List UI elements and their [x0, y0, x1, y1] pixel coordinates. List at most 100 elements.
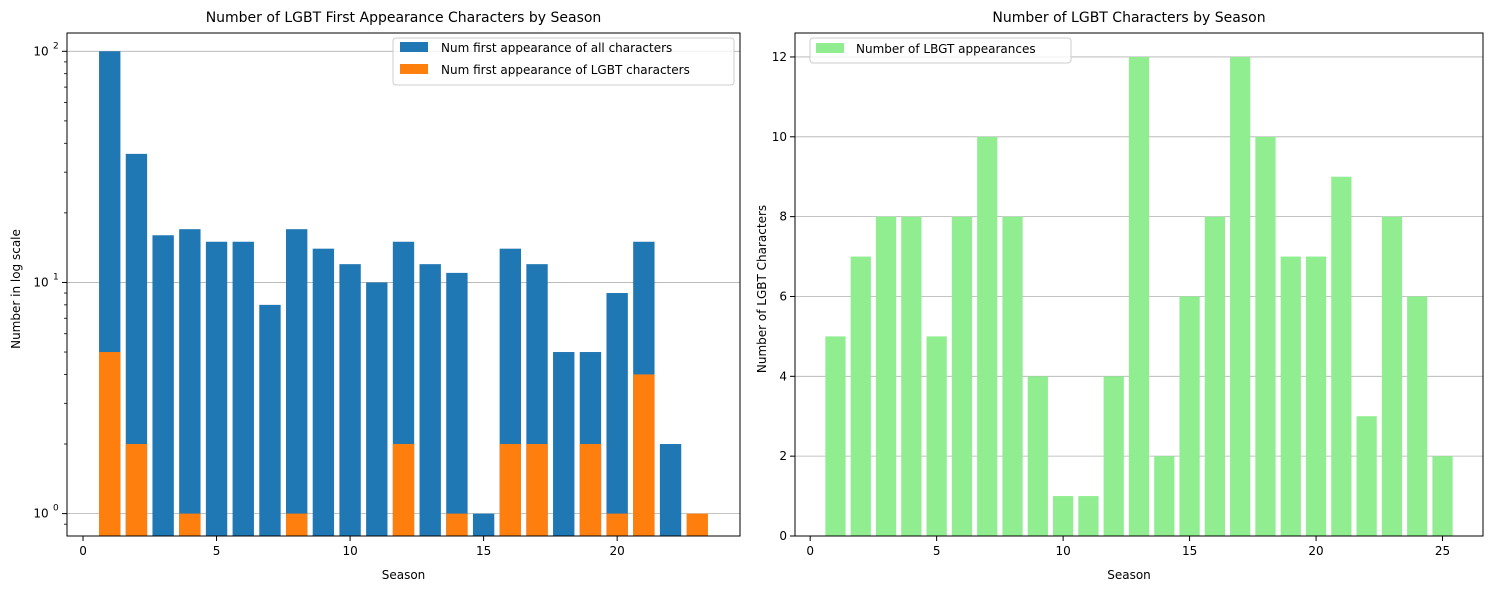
y-tick-exponent: 2 — [53, 41, 59, 51]
chart-lgbt-characters: Number of LGBT Characters by Season Seas… — [755, 10, 1484, 582]
bar-lgbt-appearances — [875, 216, 897, 536]
bar-lgbt-characters — [285, 513, 308, 536]
bar-lgbt-appearances — [1356, 416, 1377, 536]
bars — [99, 51, 708, 537]
x-tick-label: 15 — [1182, 544, 1197, 558]
x-tick-label: 0 — [79, 544, 87, 558]
bar-all-characters — [366, 282, 388, 536]
bar-all-characters — [152, 235, 174, 536]
y-tick-exponent: 0 — [53, 504, 59, 514]
legend: Num first appearance of all characters N… — [392, 37, 735, 86]
y-tick-label: 10 — [772, 130, 787, 144]
legend-label-lgbt-characters: Num first appearance of LGBT characters — [441, 63, 690, 77]
plot-frame — [794, 32, 1484, 537]
y-axis-label: Number of LGBT Characters — [755, 205, 769, 373]
y-tick-exponent: 1 — [53, 272, 59, 282]
y-axis-ticks: 10 0 10 1 10 2 — [33, 41, 67, 525]
bar-lgbt-appearances — [926, 336, 947, 536]
bar-lgbt-appearances — [1230, 56, 1251, 536]
bar-lgbt-appearances — [951, 216, 973, 536]
y-tick-label: 6 — [779, 289, 787, 303]
x-tick-label: 25 — [1435, 544, 1450, 558]
bar-all-characters — [285, 229, 308, 537]
y-tick-label: 10 — [33, 507, 48, 521]
bar-lgbt-characters — [633, 374, 655, 536]
y-tick-label: 8 — [779, 210, 787, 224]
bar-lgbt-appearances — [1179, 296, 1200, 536]
chart-title: Number of LGBT First Appearance Characte… — [206, 10, 602, 26]
bar-all-characters — [339, 264, 361, 536]
legend: Number of LBGT appearances — [809, 37, 1072, 64]
legend-swatch-lgbt-appearances — [816, 43, 844, 53]
y-tick-label: 12 — [772, 50, 787, 64]
bar-lgbt-appearances — [1381, 216, 1403, 536]
x-tick-label: 0 — [806, 544, 814, 558]
bar-lgbt-appearances — [850, 256, 871, 536]
bar-all-characters — [312, 248, 335, 536]
bar-lgbt-appearances — [1154, 456, 1175, 536]
x-tick-label: 5 — [213, 544, 221, 558]
chart-title: Number of LGBT Characters by Season — [992, 10, 1265, 26]
x-tick-label: 10 — [1055, 544, 1070, 558]
bar-all-characters — [446, 272, 468, 536]
bar-lgbt-appearances — [1280, 256, 1301, 536]
legend-box — [392, 37, 735, 86]
bar-lgbt-characters — [579, 444, 602, 536]
bar-all-characters — [179, 229, 201, 537]
bars — [825, 56, 1453, 537]
legend-label-lgbt-appearances: Number of LBGT appearances — [856, 42, 1036, 56]
bar-lgbt-characters — [125, 444, 148, 536]
y-tick-label: 0 — [779, 529, 787, 543]
x-tick-label: 20 — [610, 544, 625, 558]
bar-lgbt-appearances — [1331, 176, 1352, 536]
bar-lgbt-characters — [499, 444, 522, 536]
y-tick-label: 10 — [33, 275, 48, 289]
y-axis-ticks: 0 2 4 6 8 10 12 — [772, 50, 795, 543]
y-tick-label: 10 — [33, 44, 48, 58]
bar-lgbt-appearances — [1027, 376, 1048, 536]
bar-all-characters — [205, 241, 228, 536]
legend-swatch-all-characters — [400, 42, 428, 52]
x-tick-label: 15 — [476, 544, 491, 558]
x-axis-ticks: 0 5 10 15 20 25 — [806, 536, 1450, 558]
bar-lgbt-characters — [179, 513, 201, 536]
bar-lgbt-appearances — [1305, 256, 1327, 536]
bar-lgbt-appearances — [825, 336, 846, 536]
bar-lgbt-characters — [392, 444, 415, 536]
bar-lgbt-appearances — [1078, 496, 1099, 536]
bar-lgbt-appearances — [1002, 216, 1023, 536]
bar-lgbt-characters — [606, 513, 628, 536]
y-tick-label: 4 — [779, 369, 787, 383]
bar-lgbt-appearances — [1103, 376, 1124, 536]
bar-lgbt-characters — [446, 513, 468, 536]
bar-lgbt-appearances — [1407, 296, 1428, 536]
y-axis-label: Number in log scale — [9, 229, 23, 349]
plot-frame — [66, 32, 741, 537]
y-tick-label: 2 — [779, 449, 787, 463]
bar-lgbt-appearances — [1204, 216, 1225, 536]
bar-all-characters — [606, 293, 628, 536]
legend-swatch-lgbt-characters — [400, 64, 428, 74]
bar-all-characters — [553, 352, 575, 536]
x-tick-label: 20 — [1308, 544, 1323, 558]
bar-all-characters — [125, 153, 148, 536]
x-tick-label: 10 — [342, 544, 357, 558]
bar-lgbt-appearances — [1053, 496, 1074, 536]
bar-lgbt-appearances — [1432, 456, 1453, 536]
bar-lgbt-appearances — [901, 216, 922, 536]
bar-all-characters — [232, 241, 254, 536]
bar-lgbt-characters — [99, 352, 121, 536]
bar-lgbt-characters — [686, 513, 708, 536]
bar-lgbt-appearances — [977, 136, 998, 537]
bar-all-characters — [419, 264, 441, 536]
chart-first-appearance-log: Number of LGBT First Appearance Characte… — [9, 10, 741, 582]
legend-box — [809, 37, 1072, 64]
x-axis-label: Season — [1107, 568, 1151, 582]
x-tick-label: 5 — [933, 544, 941, 558]
x-axis-label: Season — [382, 568, 426, 582]
bar-lgbt-appearances — [1255, 136, 1276, 537]
legend-label-all-characters: Num first appearance of all characters — [441, 41, 672, 55]
bar-lgbt-characters — [526, 444, 548, 536]
bar-all-characters — [659, 444, 682, 536]
